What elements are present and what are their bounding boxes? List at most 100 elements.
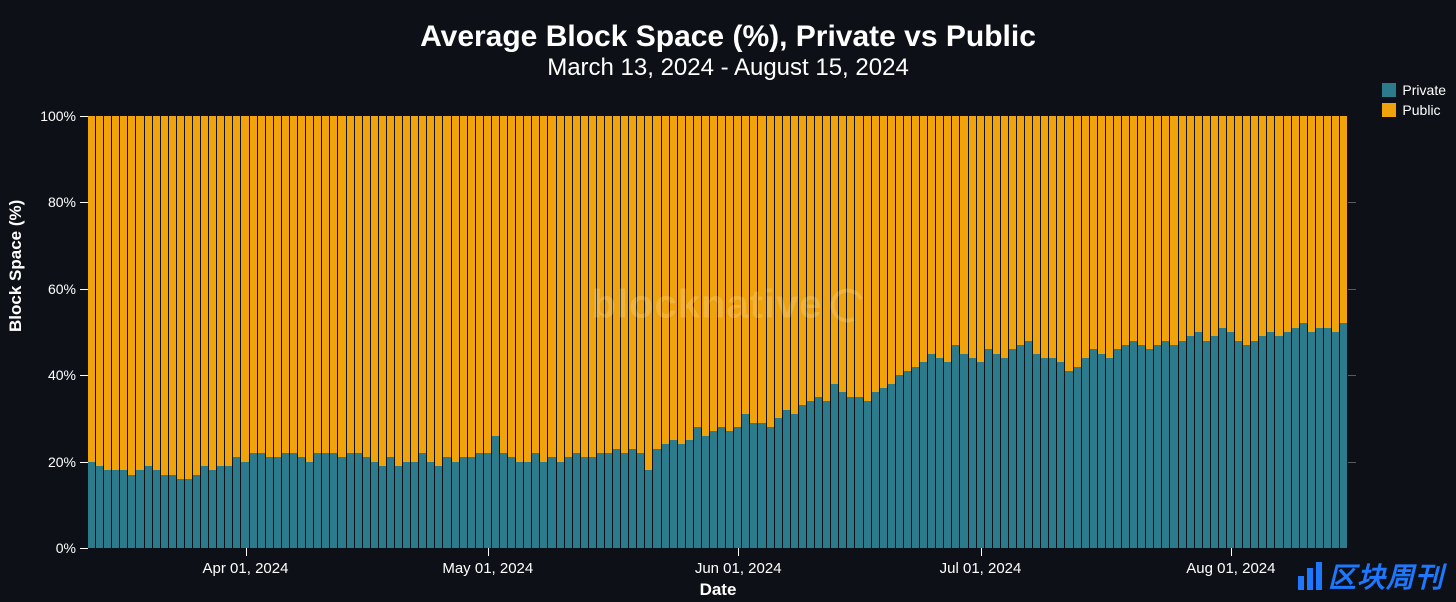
bar: [1154, 116, 1162, 548]
bar: [855, 116, 863, 548]
bar-segment-private: [1316, 328, 1323, 548]
bar: [557, 116, 565, 548]
bar-segment-private: [855, 397, 862, 548]
bar: [637, 116, 645, 548]
bar-segment-private: [347, 453, 354, 548]
bar-segment-private: [920, 362, 927, 548]
bar: [1267, 116, 1275, 548]
x-axis: Date Apr 01, 2024May 01, 2024Jun 01, 202…: [88, 548, 1348, 598]
bar: [710, 116, 718, 548]
bar-segment-private: [888, 384, 895, 548]
bar-segment-public: [136, 116, 143, 470]
bar-segment-private: [993, 354, 1000, 548]
bar-segment-public: [1057, 116, 1064, 362]
y-axis: 0%20%40%60%80%100%: [0, 116, 88, 548]
bar-segment-public: [516, 116, 523, 462]
bar: [435, 116, 443, 548]
bar: [662, 116, 670, 548]
bar-segment-private: [88, 462, 95, 548]
bar-segment-private: [944, 362, 951, 548]
bar-segment-private: [201, 466, 208, 548]
bar-segment-public: [686, 116, 693, 440]
bar: [629, 116, 637, 548]
bar-segment-public: [928, 116, 935, 354]
bar-segment-private: [1025, 341, 1032, 548]
bar-segment-private: [1340, 323, 1347, 548]
bar: [532, 116, 540, 548]
bar-segment-public: [1275, 116, 1282, 336]
bar-segment-private: [241, 462, 248, 548]
bar-segment-public: [1146, 116, 1153, 349]
bar-segment-private: [419, 453, 426, 548]
bar-segment-private: [96, 466, 103, 548]
bar: [694, 116, 702, 548]
bar: [791, 116, 799, 548]
bar-segment-public: [993, 116, 1000, 354]
bar-segment-public: [1227, 116, 1234, 332]
bar-segment-private: [1057, 362, 1064, 548]
legend-item-public: Public: [1382, 102, 1446, 118]
bar-segment-public: [1122, 116, 1129, 345]
bar: [839, 116, 847, 548]
y-axis-label: Block Space (%): [6, 200, 26, 332]
bar: [209, 116, 217, 548]
bar-segment-private: [209, 470, 216, 548]
bar: [88, 116, 96, 548]
bar-segment-private: [767, 427, 774, 548]
bar-segment-public: [484, 116, 491, 453]
bar-segment-public: [1267, 116, 1274, 332]
bar-segment-public: [799, 116, 806, 405]
bar-segment-public: [977, 116, 984, 362]
bar-segment-public: [1251, 116, 1258, 341]
bar: [1106, 116, 1114, 548]
bar: [767, 116, 775, 548]
bar-segment-private: [136, 470, 143, 548]
bar-segment-public: [476, 116, 483, 453]
bar: [1203, 116, 1211, 548]
bar-segment-public: [880, 116, 887, 388]
bar-segment-private: [1324, 328, 1331, 548]
bar-segment-public: [395, 116, 402, 466]
bar-segment-private: [282, 453, 289, 548]
bar-segment-private: [322, 453, 329, 548]
bar-segment-private: [573, 453, 580, 548]
bar-segment-private: [742, 414, 749, 548]
bar-segment-public: [1098, 116, 1105, 354]
bar: [1041, 116, 1049, 548]
bar: [573, 116, 581, 548]
bar-segment-private: [1267, 332, 1274, 548]
bar-segment-private: [637, 453, 644, 548]
bar-segment-public: [1114, 116, 1121, 349]
bar-segment-public: [791, 116, 798, 414]
bar: [1251, 116, 1259, 548]
bar: [177, 116, 185, 548]
bar: [831, 116, 839, 548]
bar-segment-public: [952, 116, 959, 345]
bar-segment-private: [880, 388, 887, 548]
bar-segment-private: [1227, 332, 1234, 548]
bar-segment-private: [145, 466, 152, 548]
bar: [524, 116, 532, 548]
bar: [258, 116, 266, 548]
bar: [823, 116, 831, 548]
bar-segment-public: [443, 116, 450, 457]
bar-segment-private: [177, 479, 184, 548]
bar-segment-public: [1203, 116, 1210, 341]
bar-segment-private: [548, 457, 555, 548]
bar: [1259, 116, 1267, 548]
bar-segment-public: [896, 116, 903, 375]
bar: [395, 116, 403, 548]
bar-segment-private: [290, 453, 297, 548]
bar-segment-private: [508, 457, 515, 548]
bar: [847, 116, 855, 548]
x-axis-label: Date: [700, 580, 737, 600]
bar: [621, 116, 629, 548]
bar-segment-public: [872, 116, 879, 392]
bar-segment-public: [815, 116, 822, 397]
bar-segment-private: [403, 462, 410, 548]
bar-segment-public: [355, 116, 362, 453]
bar: [452, 116, 460, 548]
bar-segment-public: [1049, 116, 1056, 358]
bar: [145, 116, 153, 548]
bar-segment-private: [1308, 332, 1315, 548]
